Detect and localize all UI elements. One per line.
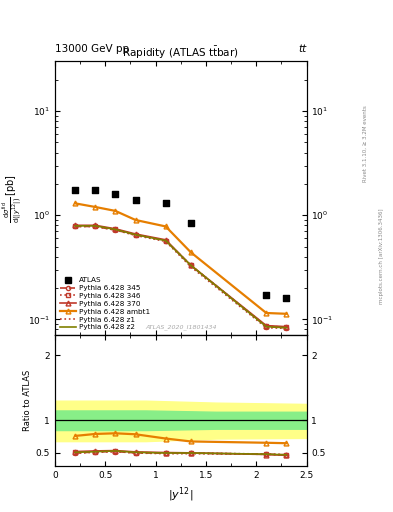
Point (188, 219, 194, 227)
Y-axis label: Ratio to ATLAS: Ratio to ATLAS (23, 370, 31, 431)
Point (112, 190, 119, 198)
Title: Rapidity (ATLAS t$\bar{\mathrm{t}}$bar): Rapidity (ATLAS t$\bar{\mathrm{t}}$bar) (123, 45, 239, 61)
Y-axis label: $\frac{\mathrm{d}\sigma^{\mathrm{fid}}}{\mathrm{d}(|y^{12}|)}\,[\mathrm{pb}]$: $\frac{\mathrm{d}\sigma^{\mathrm{fid}}}{… (1, 174, 24, 223)
Point (283, 294, 290, 302)
Point (92, 186, 98, 194)
Point (72, 186, 78, 194)
Legend: ATLAS, Pythia 6.428 345, Pythia 6.428 346, Pythia 6.428 370, Pythia 6.428 ambt1,: ATLAS, Pythia 6.428 345, Pythia 6.428 34… (59, 276, 151, 332)
Text: tt: tt (298, 44, 307, 54)
Text: ATLAS_2020_I1801434: ATLAS_2020_I1801434 (145, 324, 217, 330)
Point (163, 199, 169, 207)
Point (132, 196, 139, 204)
X-axis label: $|y^{12}|$: $|y^{12}|$ (168, 485, 193, 504)
Text: mcplots.cern.ch [arXiv:1306.3436]: mcplots.cern.ch [arXiv:1306.3436] (379, 208, 384, 304)
Text: Rivet 3.1.10, ≥ 3.2M events: Rivet 3.1.10, ≥ 3.2M events (363, 105, 368, 182)
Point (263, 291, 270, 300)
Text: 13000 GeV pp: 13000 GeV pp (55, 44, 129, 54)
